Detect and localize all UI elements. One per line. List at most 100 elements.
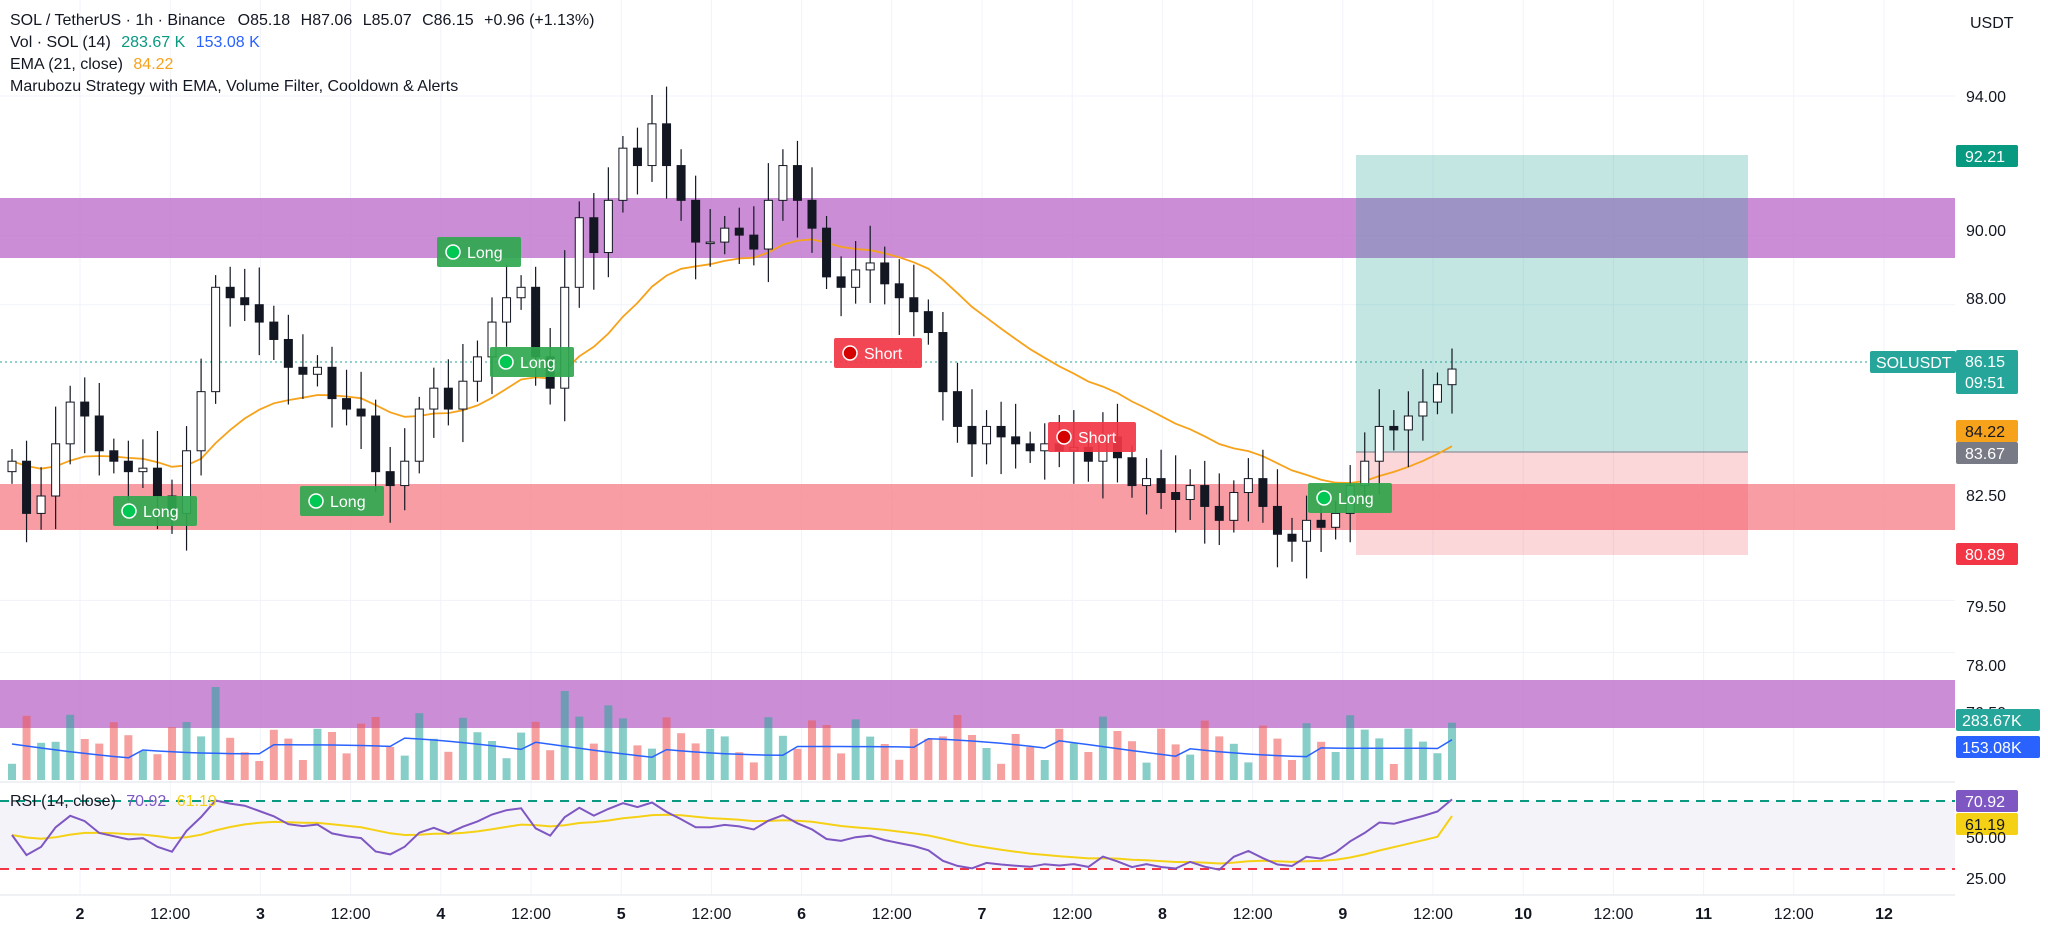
candle (400, 428, 410, 511)
chart-legend: SOL / TetherUS · 1h · Binance O85.18 H87… (10, 10, 594, 98)
volume-bar (1317, 741, 1326, 780)
candle (720, 216, 730, 255)
resistance-zone (0, 198, 1955, 258)
rsi-tick-50: 50.00 (1966, 830, 2006, 847)
volume-bar (1040, 760, 1049, 780)
ema-line (11, 238, 1453, 484)
rsi-label[interactable]: RSI (14, close) (10, 793, 116, 810)
time-label: 9 (1338, 906, 1347, 923)
ema-label[interactable]: EMA (21, close) (10, 56, 123, 73)
long-signal[interactable]: Long (437, 237, 521, 267)
volume-bar (560, 691, 569, 780)
volume-bar (109, 722, 118, 780)
candle (1156, 449, 1166, 509)
sl-price-tag-bg (1956, 543, 2018, 565)
stop-loss-zone[interactable] (1356, 452, 1748, 555)
candle (1243, 458, 1253, 522)
volume-bar (502, 758, 511, 780)
long-signal[interactable]: Long (490, 347, 574, 377)
take-profit-zone[interactable] (1356, 155, 1748, 452)
symbol-row[interactable]: SOL / TetherUS · 1h · Binance O85.18 H87… (10, 10, 594, 32)
candle (763, 163, 773, 283)
volume-bar (138, 751, 147, 780)
candle (749, 206, 759, 266)
long-signal[interactable]: Long (300, 486, 384, 516)
rsi-legend[interactable]: RSI (14, close) 70.92 61.19 (10, 792, 217, 812)
candle (589, 193, 599, 290)
rsi-value: 70.92 (126, 793, 167, 810)
strategy-label[interactable]: Marubozu Strategy with EMA, Volume Filte… (10, 78, 459, 95)
volume-label[interactable]: Vol · SOL (14) (10, 34, 111, 51)
candle (516, 275, 526, 310)
candle (647, 94, 657, 182)
volume-bar (313, 728, 322, 780)
candle (618, 136, 628, 213)
candle (822, 216, 832, 290)
long-signal[interactable]: Long (1308, 483, 1392, 513)
volume-bar (1171, 744, 1180, 780)
volume-ma-tag: 153.08K (1962, 740, 2022, 757)
volume-bar (95, 743, 104, 780)
candle (1229, 480, 1239, 533)
currency-label[interactable]: USDT (1970, 15, 2014, 32)
symbol-title[interactable]: SOL / TetherUS · 1h · Binance (10, 12, 226, 29)
volume-bar (968, 735, 976, 780)
time-axis[interactable]: 2 12:00 3 12:00 4 12:00 5 12:00 6 12:00 7 12:00 8 12:… (76, 906, 1893, 923)
time-label: 12:00 (1774, 906, 1814, 923)
rsi-background (0, 801, 1955, 869)
candle (269, 305, 279, 360)
candle (1418, 369, 1428, 441)
time-label: 12:00 (691, 906, 731, 923)
volume-bar (1273, 738, 1282, 780)
volume-bar (735, 752, 744, 780)
open-value: 85.18 (250, 12, 291, 29)
volume-bar (808, 720, 816, 780)
candle (1011, 403, 1021, 469)
time-label: 12:00 (150, 906, 190, 923)
volume-legend[interactable]: Vol · SOL (14) 283.67 K 153.08 K (10, 32, 594, 54)
candle (298, 334, 308, 399)
candle (225, 266, 235, 327)
signal-label: Long (1338, 491, 1374, 508)
candle (1272, 469, 1282, 568)
candle (502, 264, 512, 347)
time-label: 12:00 (1052, 906, 1092, 923)
candle (487, 297, 497, 395)
volume-bar (895, 759, 904, 780)
price-axis[interactable]: USDT 94.00 90.00 88.00 82.50 79.50 78.00… (1870, 15, 2040, 888)
candle (691, 175, 701, 280)
long-signal[interactable]: Long (113, 496, 197, 526)
candle (1040, 423, 1050, 480)
volume-bar (1375, 738, 1384, 780)
short-signal[interactable]: Short (834, 338, 922, 368)
signal-label: Long (330, 494, 366, 511)
volume-bar (1011, 734, 1020, 780)
green-dot-icon (445, 244, 461, 260)
volume-tag-bg (1956, 709, 2040, 731)
volume-bar (37, 742, 46, 780)
candle (1302, 495, 1312, 579)
time-label: 12:00 (331, 906, 371, 923)
rsi-line (11, 798, 1453, 871)
candle (894, 259, 904, 335)
volume-bar (429, 738, 438, 780)
strategy-legend[interactable]: Marubozu Strategy with EMA, Volume Filte… (10, 76, 594, 98)
volume-bar (357, 723, 366, 780)
volume-bar (880, 744, 889, 780)
ema-legend[interactable]: EMA (21, close) 84.22 (10, 54, 594, 76)
candle (283, 314, 293, 405)
volume-bar (415, 713, 424, 780)
candle (1025, 431, 1035, 463)
volume-bar (1113, 731, 1122, 780)
volume-bar (211, 687, 220, 780)
time-label: 12:00 (872, 906, 912, 923)
time-label: 10 (1514, 906, 1532, 923)
short-signal[interactable]: Short (1048, 422, 1136, 452)
volume-bar (1404, 728, 1413, 780)
volume-bar (909, 728, 918, 780)
volume-bar (488, 741, 496, 780)
signal-label: Long (520, 355, 556, 372)
high-value: 87.06 (312, 12, 353, 29)
ema-price-tag: 84.22 (1965, 424, 2005, 441)
